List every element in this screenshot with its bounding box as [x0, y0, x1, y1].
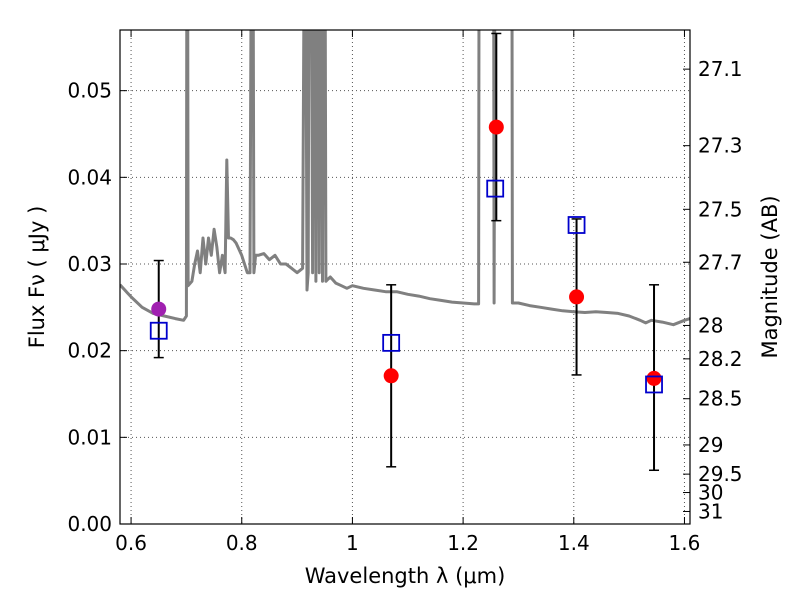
grid: [120, 30, 690, 524]
y2-tick-label: 28.2: [698, 347, 743, 371]
x-tick-label: 1.6: [669, 531, 701, 555]
model-spectrum: [120, 30, 690, 327]
error-bars: [153, 32, 660, 472]
y2-tick-label: 29: [698, 433, 723, 457]
y2-tick-label: 27.5: [698, 197, 743, 221]
y-tick-label: 0.05: [67, 79, 112, 103]
model-photometry-point: [567, 216, 586, 234]
model-photometry-point: [486, 179, 505, 198]
plot-frame: [119, 29, 691, 525]
observed-point: [151, 301, 167, 317]
model-photometry-point: [382, 333, 401, 352]
x-tick-label: 1.4: [558, 531, 590, 555]
y-tick-label: 0.00: [67, 512, 112, 536]
observed-point: [383, 368, 399, 384]
y-tick-label: 0.02: [67, 339, 112, 363]
y-tick-label: 0.01: [67, 425, 112, 449]
x-tick-label: 0.6: [115, 531, 147, 555]
model-photometry-point: [149, 321, 168, 340]
y2-tick-label: 28.5: [698, 387, 743, 411]
x-axis-label: Wavelength λ (μm): [305, 564, 506, 588]
observed-point: [569, 289, 585, 305]
y2-tick-label: 30: [698, 481, 723, 505]
y2-tick-label: 27.1: [698, 57, 743, 81]
y2-tick-label: 29.5: [698, 462, 743, 486]
model-photometry-point: [645, 375, 663, 394]
y2-axis-label: Magnitude (AB): [758, 195, 782, 358]
y2-tick-label: 27.7: [698, 250, 743, 274]
x-tick-label: 0.8: [226, 531, 258, 555]
axis-ticks: 0.6 0.8 1 1.2 1.4 1.6 0.00 0.01 0.02 0.03 0.04 0.05…: [67, 30, 743, 555]
x-tick-label: 1.2: [447, 531, 479, 555]
y2-tick-label: 31: [698, 499, 723, 523]
y-tick-label: 0.03: [67, 252, 112, 276]
y2-tick-label: 28: [698, 313, 723, 337]
observed-point: [488, 119, 504, 135]
observed-point: [646, 370, 662, 386]
y-axis-label: Flux Fν ( μJy ): [25, 206, 49, 349]
y-tick-label: 0.04: [67, 165, 112, 189]
model-spectrum-line: [120, 30, 690, 327]
y2-tick-label: 27.3: [698, 134, 743, 158]
data-points: [149, 119, 663, 394]
x-tick-label: 1: [346, 531, 359, 555]
